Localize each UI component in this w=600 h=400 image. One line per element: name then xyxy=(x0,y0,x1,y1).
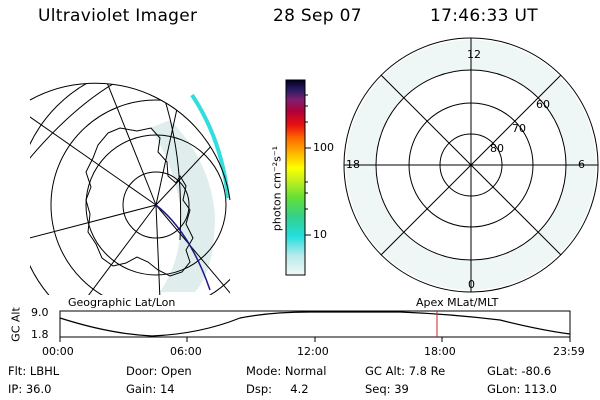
timeline-ylabel: GC Alt xyxy=(9,307,23,342)
status-gain: Gain: 14 xyxy=(126,382,175,396)
mlt-label-18: 18 xyxy=(346,158,360,171)
polar-plot xyxy=(343,37,599,293)
mlt-label-12: 12 xyxy=(467,48,481,61)
aurora-edge xyxy=(190,93,230,199)
status-mode: Mode: Normal xyxy=(246,364,327,378)
status-seq: Seq: 39 xyxy=(365,382,409,396)
left-panel-caption: Geographic Lat/Lon xyxy=(68,296,176,309)
colorbar-ticks xyxy=(305,94,311,236)
instrument-title: Ultraviolet Imager xyxy=(38,6,198,26)
mlat-label-70: 70 xyxy=(512,122,526,135)
timeline-xtick-0000: 00:00 xyxy=(42,345,74,358)
time-label: 17:46:33 UT xyxy=(430,6,538,26)
mlt-label-0: 0 xyxy=(468,278,475,291)
colorbar xyxy=(285,79,306,276)
status-glon: GLon: 113.0 xyxy=(487,382,557,396)
right-panel-caption: Apex MLat/MLT xyxy=(416,296,499,309)
timeline-ytick-max: 9.0 xyxy=(31,306,49,319)
altitude-timeline xyxy=(59,310,571,342)
status-glat: GLat: -80.6 xyxy=(487,364,552,378)
timeline-xtick-0600: 06:00 xyxy=(170,345,202,358)
geographic-map xyxy=(29,82,231,295)
timeline-xtick-1200: 12:00 xyxy=(297,345,329,358)
date-label: 28 Sep 07 xyxy=(273,6,362,26)
status-filter: Flt: LBHL xyxy=(8,364,60,378)
colorbar-unit-label: photon cm⁻²s⁻¹ xyxy=(270,145,284,232)
mlt-label-6: 6 xyxy=(578,158,585,171)
mlat-label-60: 60 xyxy=(536,98,550,111)
timeline-ytick-min: 1.8 xyxy=(31,328,49,341)
status-ip: IP: 36.0 xyxy=(8,382,52,396)
timeline-xtick-1800: 18:00 xyxy=(424,345,456,358)
colorbar-tick-10: 10 xyxy=(313,228,327,241)
mlat-label-80: 80 xyxy=(490,142,504,155)
ground-track xyxy=(155,204,211,291)
status-dsp: Dsp: 4.2 xyxy=(246,382,309,396)
status-gc-alt: GC Alt: 7.8 Re xyxy=(365,364,446,378)
status-door: Door: Open xyxy=(126,364,192,378)
timeline-xtick-2359: 23:59 xyxy=(553,345,585,358)
colorbar-tick-100: 100 xyxy=(313,141,334,154)
